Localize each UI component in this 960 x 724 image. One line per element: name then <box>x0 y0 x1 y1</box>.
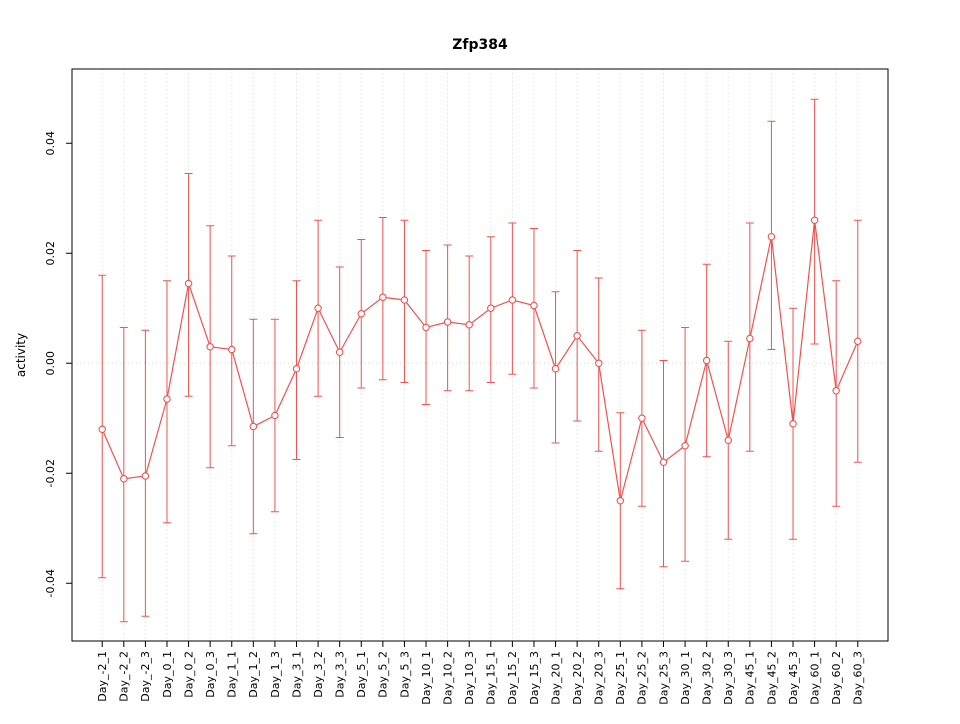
x-tick-label: Day_5_3 <box>398 651 411 698</box>
x-tick-label: Day_20_3 <box>593 651 606 705</box>
x-tick-label: Day_15_1 <box>485 651 498 705</box>
data-point-marker <box>98 425 106 433</box>
data-point-marker <box>487 304 495 312</box>
data-point-marker <box>400 296 409 304</box>
x-tick-label: Day_30_2 <box>701 651 714 705</box>
x-tick-label: Day_10_2 <box>441 651 454 705</box>
y-tick-label: 0.02 <box>44 241 57 266</box>
data-point-marker <box>681 441 689 450</box>
data-point-marker <box>789 419 797 428</box>
data-point-marker <box>854 337 862 345</box>
x-tick-label: Day_20_2 <box>571 651 584 705</box>
data-point-marker <box>659 458 668 466</box>
x-tick-label: Day_0_2 <box>182 651 195 698</box>
x-tick-label: Day_-2_1 <box>96 651 109 702</box>
x-tick-label: Day_15_3 <box>528 651 541 705</box>
x-tick-label: Day_60_3 <box>852 651 865 705</box>
x-tick-label: Day_0_1 <box>161 651 174 698</box>
y-tick-label: -0.04 <box>44 569 57 597</box>
x-tick-label: Day_1_1 <box>226 651 239 698</box>
x-tick-label: Day_0_3 <box>204 651 217 698</box>
x-tick-label: Day_25_3 <box>657 651 670 705</box>
y-tick-label: -0.02 <box>44 459 57 487</box>
x-tick-label: Day_5_1 <box>355 651 368 698</box>
data-point-marker <box>638 414 646 422</box>
x-tick-label: Day_1_2 <box>247 651 260 698</box>
data-point-marker <box>227 345 236 354</box>
x-tick-label: Day_3_3 <box>334 651 347 698</box>
data-point-marker <box>184 279 193 288</box>
y-axis-label: activity <box>14 333 28 377</box>
data-point-marker <box>357 309 366 318</box>
data-point-marker <box>702 356 711 365</box>
data-point-marker <box>508 296 517 304</box>
data-point-marker <box>530 301 538 310</box>
data-point-marker <box>616 496 625 505</box>
data-point-marker <box>141 472 150 480</box>
x-tick-label: Day_25_2 <box>636 651 649 705</box>
data-point-marker <box>422 323 430 332</box>
x-tick-label: Day_25_1 <box>614 651 627 705</box>
data-point-marker <box>832 386 840 395</box>
data-point-marker <box>810 216 819 225</box>
chart-title: Zfp384 <box>452 37 508 53</box>
data-point-marker <box>249 422 258 431</box>
data-point-marker <box>551 364 560 373</box>
x-tick-label: Day_10_1 <box>420 651 433 705</box>
x-tick-label: Day_45_1 <box>744 651 757 705</box>
data-point-marker <box>573 331 581 340</box>
data-point-marker <box>335 348 344 356</box>
x-tick-label: Day_45_2 <box>765 651 778 705</box>
x-tick-label: Day_15_2 <box>506 651 519 705</box>
data-point-marker <box>724 436 733 444</box>
data-point-marker <box>594 359 603 367</box>
y-tick-label: 0.04 <box>44 131 57 156</box>
x-tick-label: Day_-2_2 <box>118 651 131 702</box>
plot-border <box>71 68 889 642</box>
data-point-marker <box>120 474 128 483</box>
series-line <box>101 220 859 501</box>
data-point-marker <box>206 342 214 351</box>
x-tick-label: Day_30_3 <box>722 651 735 705</box>
plot-area: Day_-2_1 Day_-2_2 Day_-2_3 Day_0_1 Day_0_2 Da… <box>44 68 889 705</box>
data-point-marker <box>465 320 473 329</box>
y-tick-label: 0.00 <box>44 351 57 376</box>
x-tick-label: Day_60_1 <box>808 651 821 705</box>
x-tick-label: Day_3_1 <box>290 651 303 698</box>
data-point-marker <box>292 364 301 373</box>
x-tick-label: Day_60_2 <box>830 651 843 705</box>
data-point-marker <box>163 395 171 403</box>
x-tick-label: Day_10_3 <box>463 651 476 705</box>
data-point-marker <box>767 233 776 241</box>
x-tick-label: Day_20_1 <box>549 651 562 705</box>
x-tick-label: Day_30_1 <box>679 651 692 705</box>
x-tick-label: Day_3_2 <box>312 651 325 698</box>
data-point-marker <box>746 334 754 343</box>
data-point-marker <box>379 293 387 301</box>
x-tick-label: Day_45_3 <box>787 651 800 705</box>
x-tick-label: Day_5_2 <box>377 651 390 698</box>
data-point-marker <box>443 318 452 326</box>
x-tick-label: Day_1_3 <box>269 651 282 698</box>
data-point-marker <box>271 411 279 420</box>
data-point-marker <box>314 304 322 312</box>
x-tick-label: Day_-2_3 <box>139 651 152 702</box>
